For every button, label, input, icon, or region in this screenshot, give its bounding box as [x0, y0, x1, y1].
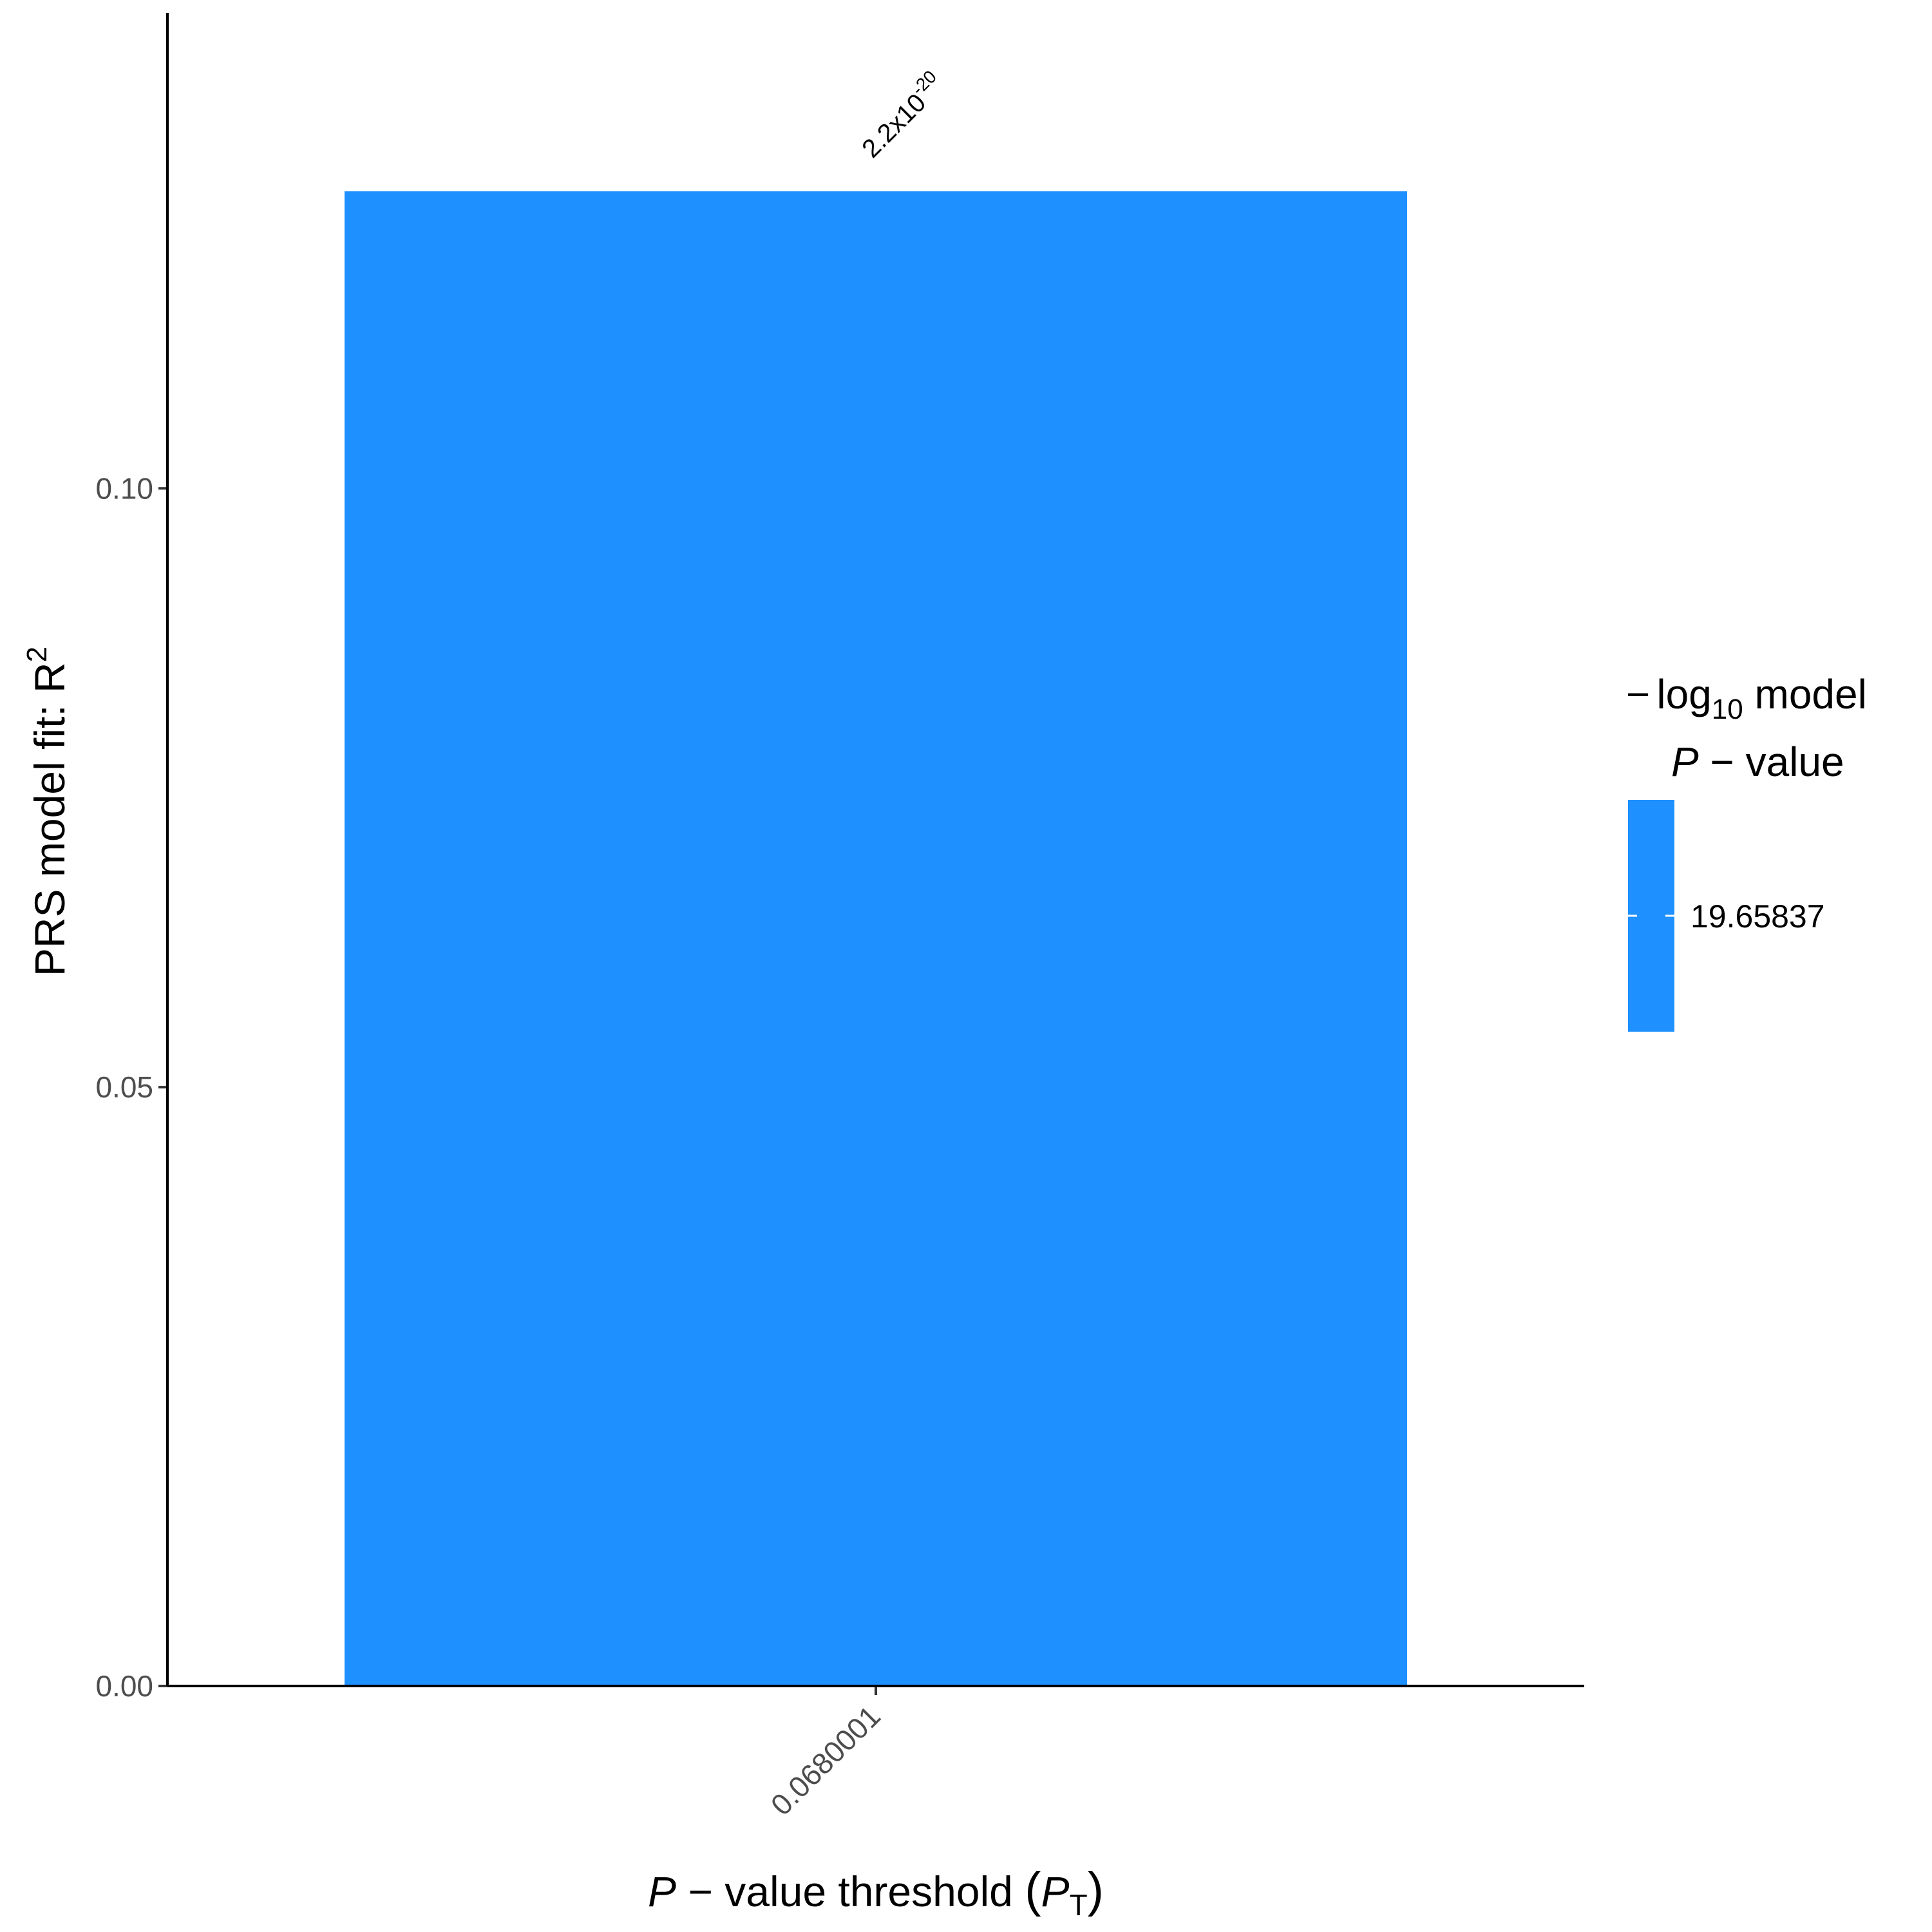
x-tick-label: 0.0680001 [764, 1699, 887, 1822]
y-tick-label: 0.05 [95, 1070, 153, 1104]
bar-value-label: 2.2x10-20 [853, 66, 950, 163]
legend-value-label: 19.65837 [1690, 898, 1825, 934]
legend-title-line2: P − value [1671, 739, 1844, 785]
legend-title-line1: − log10 model [1626, 671, 1867, 725]
legend: − log10 model P − value 19.65837 [1626, 671, 1867, 1032]
y-tick-label: 0.00 [95, 1669, 153, 1703]
plot-area: 2.2x10-20 0.0680001 0.00 0.05 0.10 [95, 13, 1584, 1822]
bar [345, 191, 1407, 1686]
y-axis-title: PRS model fit: R2 [21, 647, 73, 976]
x-axis-title: P − value threshold (PT) [648, 1862, 1104, 1922]
y-tick-label: 0.10 [95, 471, 153, 505]
